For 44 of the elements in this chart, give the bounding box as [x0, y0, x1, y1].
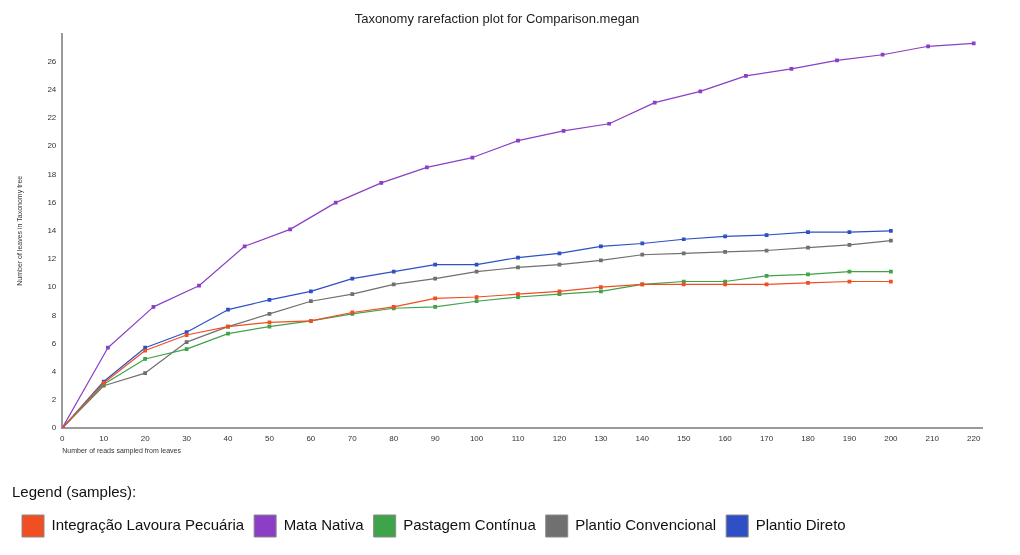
y-tick-label: 12 — [47, 254, 57, 264]
legend-label: Pastagem Contínua — [403, 516, 537, 534]
x-tick-label: 190 — [842, 434, 857, 443]
legend-label: Plantio Direto — [755, 516, 846, 534]
x-tick-label: 220 — [967, 434, 981, 443]
x-tick-label: 70 — [347, 434, 358, 443]
x-tick-label: 0 — [60, 434, 66, 443]
y-tick-label: 6 — [51, 338, 57, 348]
legend-label: Plantio Convencional — [575, 516, 717, 534]
y-tick-label: 20 — [47, 141, 57, 151]
y-tick-label: 26 — [47, 56, 57, 66]
x-tick-label: 90 — [430, 434, 441, 443]
x-tick-label: 210 — [925, 434, 940, 443]
x-tick-label: 110 — [511, 434, 525, 443]
y-tick-label: 22 — [47, 113, 57, 123]
chart-title: Taxonomy rarefaction plot for Comparison.megan — [354, 11, 640, 27]
y-tick-label: 14 — [47, 226, 57, 235]
y-tick-label: 4 — [51, 366, 57, 376]
x-tick-label: 150 — [677, 434, 691, 443]
x-tick-label: 120 — [552, 434, 567, 443]
y-tick-label: 2 — [51, 395, 57, 405]
legend-title: Legend (samples): — [12, 482, 137, 500]
x-tick-label: 20 — [140, 434, 151, 443]
x-tick-label: 60 — [306, 434, 316, 443]
y-tick-label: 0 — [51, 423, 57, 433]
x-tick-label: 50 — [264, 434, 275, 443]
y-tick-label: 8 — [51, 310, 57, 320]
x-tick-label: 80 — [389, 434, 399, 443]
legend-label: Integração Lavoura Pecuária — [51, 516, 245, 534]
y-tick-label: 16 — [47, 197, 57, 207]
x-tick-label: 170 — [759, 434, 774, 443]
x-tick-label: 160 — [718, 434, 733, 443]
x-tick-label: 200 — [884, 434, 899, 443]
y-tick-label: 10 — [47, 282, 57, 292]
x-tick-label: 40 — [223, 434, 234, 443]
x-tick-label: 180 — [801, 434, 816, 443]
y-tick-label: 18 — [47, 169, 57, 179]
x-tick-label: 140 — [635, 434, 650, 443]
y-tick-label: 24 — [47, 85, 57, 95]
x-tick-label: 10 — [99, 434, 109, 443]
legend-label: Mata Nativa — [283, 516, 365, 534]
x-tick-label: 130 — [594, 434, 609, 443]
x-tick-label: 30 — [182, 434, 192, 443]
x-tick-label: 100 — [469, 434, 484, 443]
